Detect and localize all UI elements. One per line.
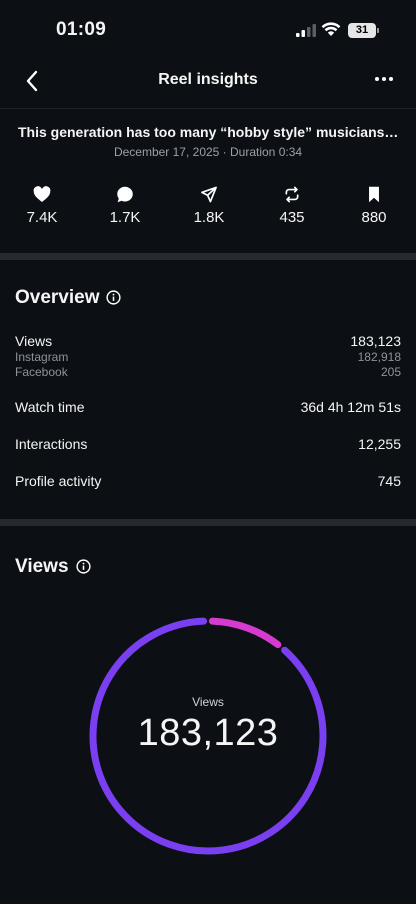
profile-activity-value: 745 (377, 473, 401, 489)
section-divider (0, 253, 416, 260)
page-title: Reel insights (158, 71, 258, 88)
saves-stat: 880 (344, 186, 404, 226)
watch-time-label: Watch time (15, 399, 85, 415)
reel-caption: This generation has too many “hobby styl… (18, 124, 400, 140)
facebook-label: Facebook (15, 365, 68, 379)
reposts-count: 435 (279, 209, 305, 226)
views-ring-chart (89, 617, 327, 855)
comment-icon (117, 186, 133, 203)
comments-count: 1.7K (109, 209, 141, 226)
section-divider (0, 519, 416, 526)
reel-meta: December 17, 2025 · Duration 0:34 (113, 145, 303, 159)
nav-divider (0, 108, 416, 109)
status-bar: 01:09 31 (0, 0, 416, 60)
nav-bar: Reel insights (0, 60, 416, 104)
status-time: 01:09 (56, 19, 107, 40)
interactions-value: 12,255 (358, 436, 401, 452)
overview-heading: Overview (15, 287, 100, 308)
profile-activity-label: Profile activity (15, 473, 102, 489)
facebook-value: 205 (380, 365, 401, 379)
ring-label: Views (192, 695, 224, 709)
views-value: 183,123 (350, 333, 401, 349)
watch-time-value: 36d 4h 12m 51s (300, 399, 401, 415)
shares-stat: 1.8K (179, 186, 239, 226)
battery-tip (377, 28, 379, 33)
bookmark-icon (369, 186, 379, 203)
shares-count: 1.8K (193, 209, 225, 226)
instagram-value: 182,918 (357, 350, 401, 364)
battery-indicator: 31 (348, 23, 376, 38)
cellular-signal-icon (296, 24, 316, 37)
info-icon[interactable] (76, 559, 91, 574)
views-heading: Views (15, 556, 69, 577)
reposts-stat: 435 (262, 186, 322, 226)
saves-count: 880 (361, 209, 387, 226)
comments-stat: 1.7K (95, 186, 155, 226)
ring-total-views: 183,123 (137, 712, 279, 754)
likes-count: 7.4K (26, 209, 58, 226)
likes-stat: 7.4K (12, 186, 72, 226)
send-icon (201, 186, 217, 203)
back-arrow-icon[interactable] (22, 68, 44, 94)
interactions-label: Interactions (15, 436, 88, 452)
views-label: Views (15, 333, 53, 349)
wifi-icon (321, 22, 341, 36)
instagram-label: Instagram (15, 350, 69, 364)
repost-icon (285, 186, 299, 203)
info-icon[interactable] (106, 290, 121, 305)
heart-icon (33, 186, 51, 202)
ring-segment-primary (89, 617, 327, 855)
engagement-stats: 7.4K 1.7K 1.8K 435 880 (0, 186, 416, 230)
more-options-icon[interactable] (372, 69, 396, 89)
ring-segment-accent (208, 617, 282, 649)
